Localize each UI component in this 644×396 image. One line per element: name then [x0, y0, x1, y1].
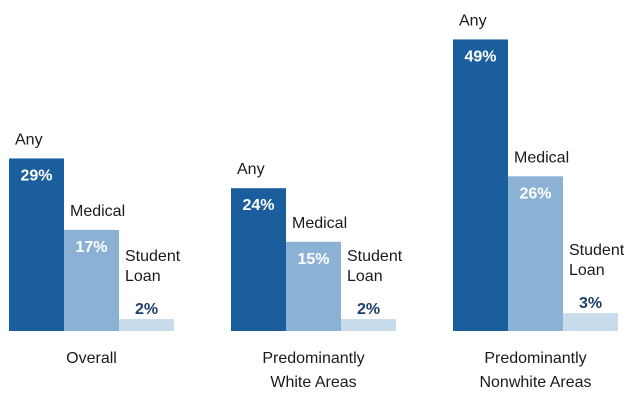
- value-label-any-overall: 29%: [20, 167, 52, 184]
- bar-medical-predominantly-nonwhite-areas: [508, 176, 563, 331]
- bars-layer: [9, 39, 618, 331]
- bar-student-loan-predominantly-nonwhite-areas: [563, 313, 618, 331]
- value-label-any-predominantly-nonwhite-areas: 49%: [464, 48, 496, 65]
- value-label-student-loan-predominantly-white-areas: 2%: [357, 301, 380, 318]
- bar-student-loan-overall: [119, 319, 174, 331]
- series-label-student-loan-predominantly-nonwhite-areas: Student: [569, 242, 625, 259]
- category-label-predominantly-white-areas: Predominantly: [262, 350, 364, 367]
- series-label-medical-overall: Medical: [70, 203, 125, 220]
- bar-student-loan-predominantly-white-areas: [341, 319, 396, 331]
- series-label-any-overall: Any: [15, 131, 43, 148]
- value-label-medical-overall: 17%: [75, 239, 107, 256]
- series-label-student-loan-overall: Student: [125, 248, 181, 265]
- bar-medical-overall: [64, 229, 119, 331]
- series-label-student-loan-predominantly-white-areas: Student: [347, 248, 403, 265]
- series-label-medical-predominantly-nonwhite-areas: Medical: [514, 149, 569, 166]
- value-label-medical-predominantly-white-areas: 15%: [297, 251, 329, 268]
- value-label-medical-predominantly-nonwhite-areas: 26%: [519, 185, 551, 202]
- series-label-student-loan-overall: Loan: [125, 268, 161, 285]
- bar-any-overall: [9, 158, 64, 331]
- bar-medical-predominantly-white-areas: [286, 241, 341, 331]
- series-label-student-loan-predominantly-nonwhite-areas: Loan: [569, 262, 605, 279]
- category-label-overall: Overall: [66, 350, 117, 367]
- series-label-any-predominantly-nonwhite-areas: Any: [459, 12, 487, 29]
- value-label-student-loan-predominantly-nonwhite-areas: 3%: [579, 295, 602, 312]
- category-label-predominantly-nonwhite-areas: Predominantly: [484, 350, 586, 367]
- series-label-medical-predominantly-white-areas: Medical: [292, 215, 347, 232]
- bar-any-predominantly-nonwhite-areas: [453, 39, 508, 331]
- category-label-predominantly-nonwhite-areas: Nonwhite Areas: [479, 374, 591, 391]
- labels-layer: 29% Any 17% Medical 2% Student Loan Overall 24% A…: [15, 12, 625, 391]
- bar-any-predominantly-white-areas: [231, 188, 286, 331]
- value-label-any-predominantly-white-areas: 24%: [242, 197, 274, 214]
- category-label-predominantly-white-areas: White Areas: [270, 374, 356, 391]
- series-label-student-loan-predominantly-white-areas: Loan: [347, 268, 383, 285]
- series-label-any-predominantly-white-areas: Any: [237, 161, 265, 178]
- value-label-student-loan-overall: 2%: [135, 301, 158, 318]
